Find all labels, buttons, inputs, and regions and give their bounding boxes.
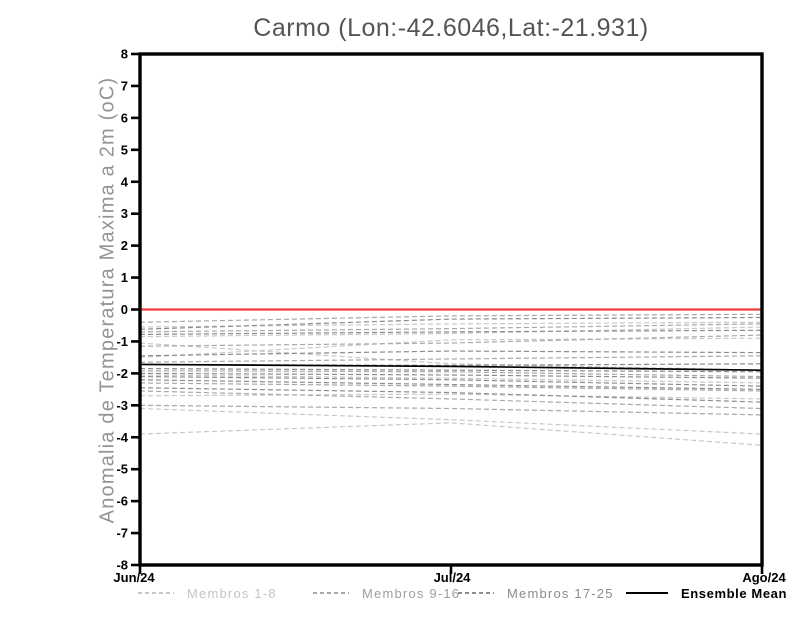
member-line: [139, 329, 763, 336]
legend-item-membros-17-25: Membros 17-25: [458, 585, 614, 601]
y-tick-label: 5: [121, 142, 128, 157]
member-line: [139, 407, 763, 435]
legend-label: Membros 1-8: [187, 585, 277, 601]
ensemble-member-lines: [139, 313, 763, 446]
dashed-line-sample-dark-icon: [458, 592, 494, 594]
y-tick-label: -4: [116, 430, 128, 445]
x-axis-ticks: Jun/24 Jul/24 Ago/24: [113, 565, 786, 585]
legend: Membros 1-8 Membros 9-16 Membros 17-25 E…: [0, 585, 800, 603]
legend-item-ensemble-mean: Ensemble Mean: [626, 585, 787, 601]
solid-line-sample-icon: [626, 592, 668, 594]
dashed-line-sample-light-icon: [138, 592, 174, 594]
y-tick-label: 0: [121, 302, 128, 317]
legend-item-membros-1-8: Membros 1-8: [138, 585, 277, 601]
legend-label: Ensemble Mean: [681, 585, 788, 601]
member-line: [139, 321, 763, 328]
member-line: [139, 355, 763, 363]
legend-item-membros-9-16: Membros 9-16: [313, 585, 460, 601]
member-line: [139, 350, 763, 357]
y-tick-label: -6: [116, 494, 128, 509]
x-tick-label: Jul/24: [434, 570, 472, 585]
member-line: [139, 372, 763, 379]
member-line: [139, 326, 763, 338]
y-tick-label: 6: [121, 110, 128, 125]
member-line: [139, 404, 763, 416]
legend-label: Membros 17-25: [507, 585, 614, 601]
ensemble-mean-line: [139, 363, 763, 372]
y-tick-label: 7: [121, 78, 128, 93]
legend-label: Membros 9-16: [362, 585, 461, 601]
y-tick-label: 1: [121, 270, 128, 285]
x-tick-label: Ago/24: [742, 570, 786, 585]
y-tick-label: -5: [116, 462, 128, 477]
y-tick-label: 8: [121, 47, 128, 62]
member-line: [139, 334, 763, 347]
dashed-line-sample-medium-icon: [313, 592, 349, 594]
member-line: [139, 337, 763, 359]
y-tick-label: -3: [116, 398, 128, 413]
chart-title: Carmo (Lon:-42.6046,Lat:-21.931): [253, 14, 649, 42]
y-tick-label: -8: [116, 558, 128, 573]
y-tick-label: 3: [121, 206, 128, 221]
y-tick-label: -1: [116, 334, 128, 349]
member-line: [139, 422, 763, 446]
y-tick-label: -7: [116, 526, 128, 541]
y-tick-label: -2: [116, 366, 128, 381]
member-line: [139, 393, 763, 400]
member-line: [139, 316, 763, 330]
x-tick-label: Jun/24: [113, 570, 155, 585]
y-tick-label: 4: [121, 174, 129, 189]
y-axis-ticks: 8 7 6 5 4 3 2 1 0 -1 -2 -3 -4 -5 -6 -7 -8: [116, 47, 140, 573]
member-line: [139, 374, 763, 384]
y-tick-label: 2: [121, 238, 128, 253]
